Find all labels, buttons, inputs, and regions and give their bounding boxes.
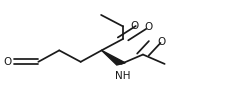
Text: O: O: [4, 57, 12, 67]
Text: O: O: [144, 22, 152, 32]
Text: NH: NH: [115, 71, 130, 81]
Polygon shape: [102, 50, 125, 65]
Text: O: O: [158, 36, 166, 47]
Text: O: O: [130, 21, 138, 31]
